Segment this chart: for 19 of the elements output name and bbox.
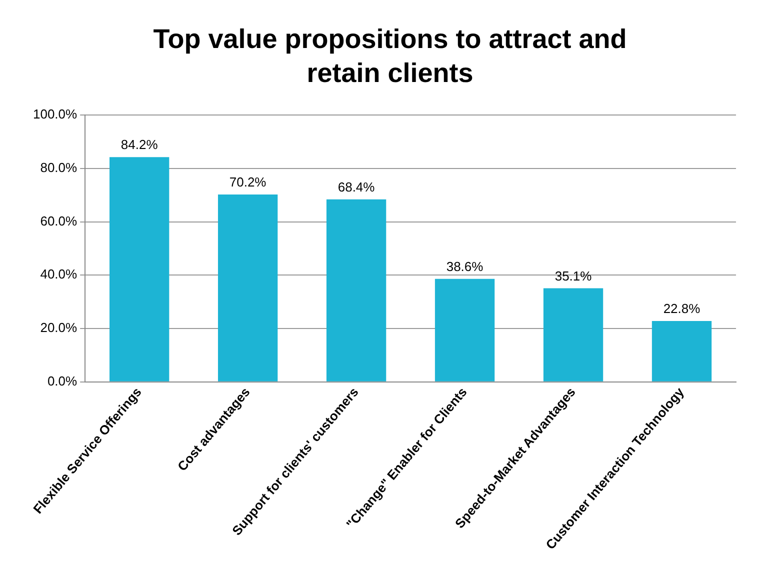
bar xyxy=(543,288,604,382)
bar xyxy=(326,199,386,382)
y-tick-label: 80.0% xyxy=(40,160,78,175)
chart-title: Top value propositions to attract and retain clients xyxy=(152,23,628,90)
data-label: 35.1% xyxy=(554,268,592,284)
y-tick-label: 60.0% xyxy=(40,213,78,228)
data-label: 70.2% xyxy=(229,174,267,190)
data-label: 84.2% xyxy=(120,137,158,152)
bar xyxy=(652,321,712,382)
y-tick-label: 0.0% xyxy=(47,373,78,388)
data-label: 68.4% xyxy=(338,179,376,194)
bar xyxy=(218,194,278,382)
bar xyxy=(434,278,495,382)
y-tick-label: 40.0% xyxy=(40,266,78,282)
bar xyxy=(110,157,170,382)
y-tick-label: 100.0% xyxy=(32,106,78,122)
data-label: 38.6% xyxy=(446,258,484,274)
y-tick-label: 20.0% xyxy=(40,320,78,336)
data-label: 22.8% xyxy=(663,301,701,316)
